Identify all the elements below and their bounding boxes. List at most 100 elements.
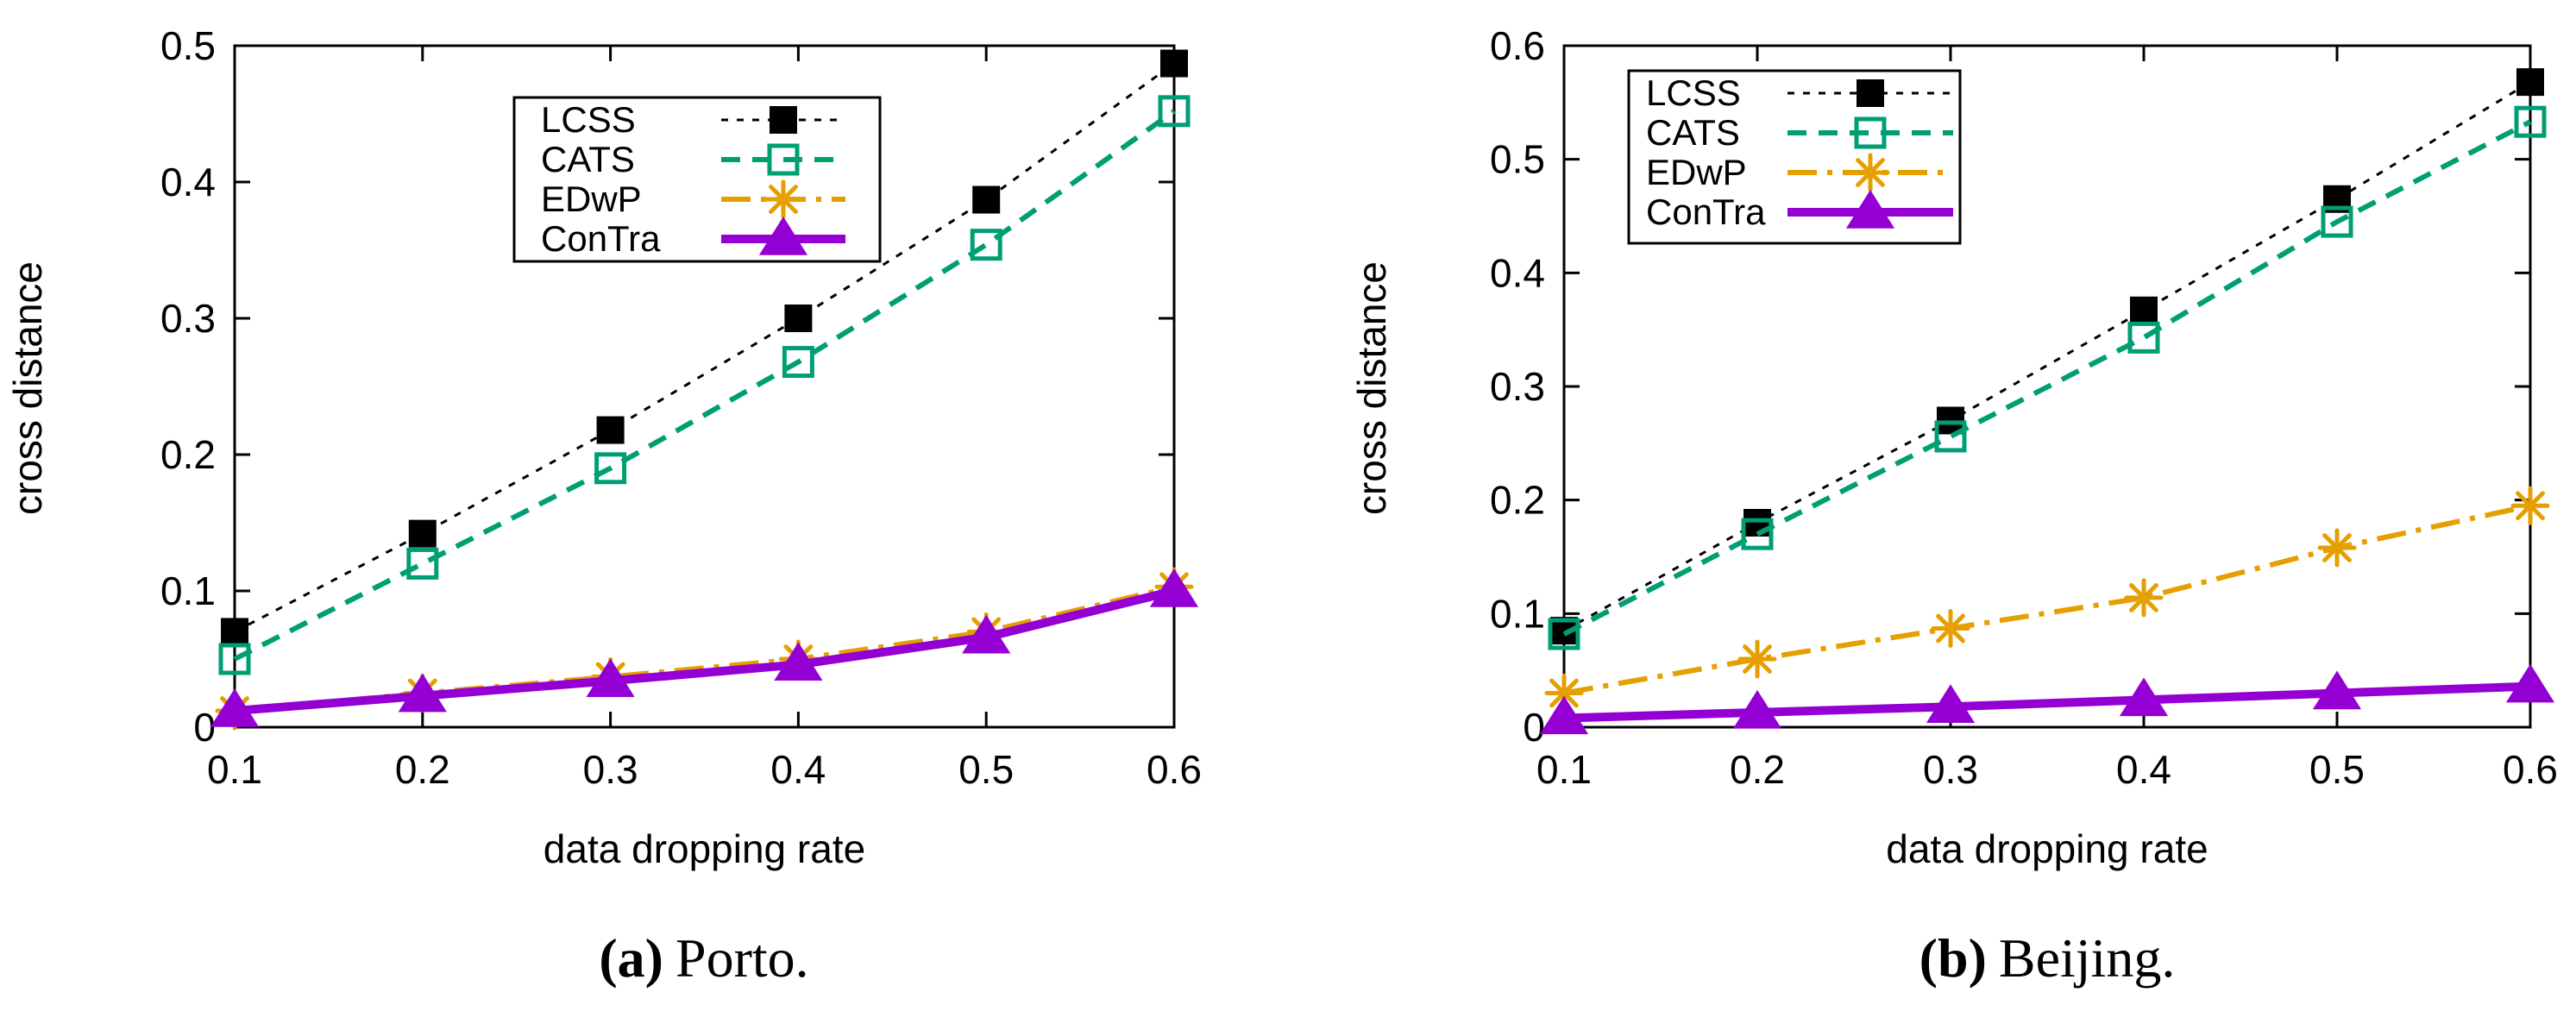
legend-box xyxy=(512,96,882,263)
data-point-contra xyxy=(1149,568,1199,607)
x-tick-label: 0.5 xyxy=(958,747,1014,792)
data-point-cats xyxy=(782,346,814,379)
legend-label: EDwP xyxy=(541,179,642,219)
y-tick-label: 0.4 xyxy=(160,160,216,204)
data-point-cats xyxy=(406,547,439,580)
series-line-contra xyxy=(1563,681,2531,723)
x-tick-label: 0.3 xyxy=(1923,747,1978,792)
x-tick-label: 0.1 xyxy=(1536,747,1592,792)
x-tick-label: 0.2 xyxy=(395,747,450,792)
x-axis-label: data dropping rate xyxy=(543,826,865,871)
x-tick-label: 0.1 xyxy=(207,747,262,792)
y-tick-label: 0 xyxy=(193,705,216,750)
caption-letter: (a) xyxy=(599,927,663,989)
data-point-lcss xyxy=(1160,49,1188,78)
legend-marker-lcss xyxy=(770,106,797,134)
data-point-edwp xyxy=(2510,486,2550,525)
data-point-lcss xyxy=(784,305,813,332)
y-tick-label: 0.4 xyxy=(1490,250,1545,295)
caption-text: Porto. xyxy=(675,927,809,989)
data-point-cats xyxy=(1741,518,1774,550)
legend-marker-edwp xyxy=(763,179,803,219)
data-point-contra xyxy=(1539,695,1589,735)
x-axis-label: data dropping rate xyxy=(1886,826,2208,871)
y-axis-label: cross distance xyxy=(1349,261,1394,515)
series-line-lcss xyxy=(234,62,1175,633)
x-tick-label: 0.4 xyxy=(2116,747,2171,792)
legend-marker-lcss xyxy=(1857,79,1884,107)
legend-marker-contra xyxy=(1845,190,1895,229)
data-point-edwp xyxy=(1737,639,1777,679)
x-tick-label: 0.6 xyxy=(2503,747,2558,792)
data-point-edwp xyxy=(1931,608,1970,648)
data-point-contra xyxy=(774,642,823,681)
legend-label: CATS xyxy=(541,139,635,179)
plot-frame xyxy=(233,44,1176,729)
y-tick-label: 0.1 xyxy=(160,568,216,613)
caption-letter: (b) xyxy=(1919,927,1987,989)
data-point-cats xyxy=(2321,205,2353,238)
series-lcss xyxy=(221,49,1188,646)
caption-text: Beijing. xyxy=(1999,927,2175,989)
legend-label: ConTra xyxy=(541,218,661,259)
series-edwp xyxy=(1544,486,2550,713)
legend-label: EDwP xyxy=(1646,152,1747,192)
legend-label: ConTra xyxy=(1646,192,1766,232)
data-point-cats xyxy=(594,452,627,485)
data-point-contra xyxy=(210,688,260,727)
legend-label: LCSS xyxy=(541,99,636,140)
y-tick-label: 0.2 xyxy=(160,432,216,477)
data-point-lcss xyxy=(221,618,248,646)
series-contra xyxy=(1539,663,2555,735)
series-line-cats xyxy=(233,109,1176,662)
data-point-contra xyxy=(586,658,635,697)
legend-label: LCSS xyxy=(1646,72,1741,113)
legend-marker-edwp xyxy=(1850,153,1890,192)
data-point-lcss xyxy=(2516,68,2544,97)
figure-caption: (a) Porto. xyxy=(599,927,808,989)
series-contra xyxy=(210,568,1199,727)
y-tick-label: 0 xyxy=(1523,705,1545,750)
data-point-cats xyxy=(2514,105,2547,138)
series-cats xyxy=(1548,105,2547,650)
data-point-lcss xyxy=(972,185,1001,214)
data-point-edwp xyxy=(2317,528,2357,568)
data-point-cats xyxy=(218,643,251,675)
y-tick-label: 0.2 xyxy=(1490,478,1545,523)
legend-marker-cats xyxy=(767,143,800,176)
series-line-contra xyxy=(234,587,1176,716)
chart-panel-b: 0.1 0.2 0.3 0.4 0.5 0.600.10.20.30.40.50.6dat… xyxy=(1349,23,2558,989)
series-cats xyxy=(218,95,1191,675)
data-point-contra xyxy=(1926,684,1976,724)
y-tick-label: 0.1 xyxy=(1490,591,1545,636)
y-axis-label: cross distance xyxy=(5,261,50,515)
data-point-lcss xyxy=(2130,296,2158,324)
series-line-cats xyxy=(1562,119,2532,637)
figure-caption: (b) Beijing. xyxy=(1919,927,2176,989)
y-tick-label: 0.5 xyxy=(1490,137,1545,182)
data-point-contra xyxy=(2505,663,2555,703)
data-point-contra xyxy=(398,673,447,713)
x-tick-label: 0.3 xyxy=(583,747,638,792)
data-point-edwp xyxy=(2124,578,2164,618)
data-point-cats xyxy=(1934,420,1967,453)
y-tick-label: 0.5 xyxy=(160,23,216,68)
y-tick-label: 0.3 xyxy=(160,296,216,341)
data-point-cats xyxy=(1548,618,1580,650)
series-line-edwp xyxy=(234,584,1175,714)
x-tick-label: 0.5 xyxy=(2309,747,2365,792)
legend-marker-cats xyxy=(1854,116,1887,149)
data-point-lcss xyxy=(596,416,625,444)
data-point-cats xyxy=(2127,321,2160,354)
data-point-lcss xyxy=(408,519,437,548)
data-point-contra xyxy=(962,614,1011,654)
y-tick-label: 0.6 xyxy=(1490,23,1545,68)
series-line-edwp xyxy=(1563,503,2531,696)
data-point-contra xyxy=(2312,670,2362,710)
legend-label: CATS xyxy=(1646,112,1740,153)
data-point-contra xyxy=(2119,677,2169,717)
